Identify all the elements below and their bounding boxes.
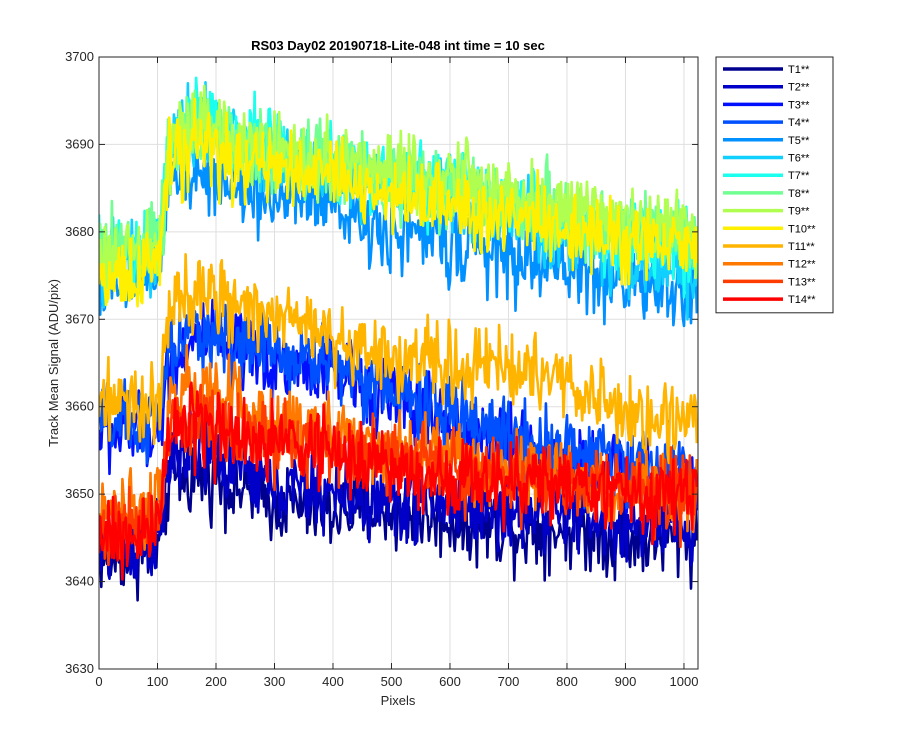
x-tick-label: 100 (147, 674, 169, 689)
x-tick-label: 800 (556, 674, 578, 689)
y-tick-label: 3640 (65, 574, 94, 589)
y-tick-label: 3690 (65, 136, 94, 151)
legend-label: T11** (788, 241, 815, 253)
y-tick-label: 3650 (65, 486, 94, 501)
x-tick-label: 400 (322, 674, 344, 689)
x-tick-label: 1000 (670, 674, 699, 689)
axis-ticks: 0 100 200 300 400 500 600 700 800 900 1000 3630 3640… (65, 49, 698, 689)
series-line-t11 (99, 253, 698, 465)
legend-label: T10** (788, 223, 816, 235)
series-line-t10 (99, 97, 698, 308)
legend-label: T7** (788, 170, 810, 182)
y-tick-label: 3660 (65, 399, 94, 414)
chart-title: RS03 Day02 20190718-Lite-048 int time = … (251, 38, 545, 53)
legend-box (715, 56, 834, 314)
legend-label: T13** (788, 276, 816, 288)
legend-label: T14** (788, 294, 816, 306)
x-tick-label: 300 (264, 674, 286, 689)
y-tick-label: 3700 (65, 49, 94, 64)
y-tick-label: 3680 (65, 224, 94, 239)
plot-frame (98, 56, 699, 670)
x-tick-label: 600 (439, 674, 461, 689)
legend-label: T8** (788, 188, 810, 200)
y-axis-label: Track Mean Signal (ADU/pix) (46, 279, 61, 447)
legend-label: T12** (788, 259, 816, 271)
x-tick-label: 0 (95, 674, 102, 689)
series-line-t5 (99, 145, 698, 328)
data-series (99, 76, 698, 602)
legend-label: T1** (788, 64, 810, 76)
legend: T1** T2** T3** T4** T5** T6** T7** T8** T9** T10*… (715, 56, 834, 314)
legend-label: T6** (788, 153, 810, 165)
legend-label: T5** (788, 135, 810, 147)
legend-label: T4** (788, 117, 810, 129)
x-tick-label: 200 (205, 674, 227, 689)
x-tick-label: 700 (498, 674, 520, 689)
x-tick-label: 500 (381, 674, 403, 689)
legend-label: T2** (788, 82, 810, 94)
y-tick-label: 3670 (65, 311, 94, 326)
series-line-t13 (99, 383, 698, 567)
legend-label: T3** (788, 99, 810, 111)
x-axis-label: Pixels (381, 693, 416, 708)
x-tick-label: 900 (615, 674, 637, 689)
series-line-t14 (99, 381, 698, 581)
y-tick-label: 3630 (65, 661, 94, 676)
legend-label: T9** (788, 206, 810, 218)
series-line-t2 (99, 409, 698, 581)
